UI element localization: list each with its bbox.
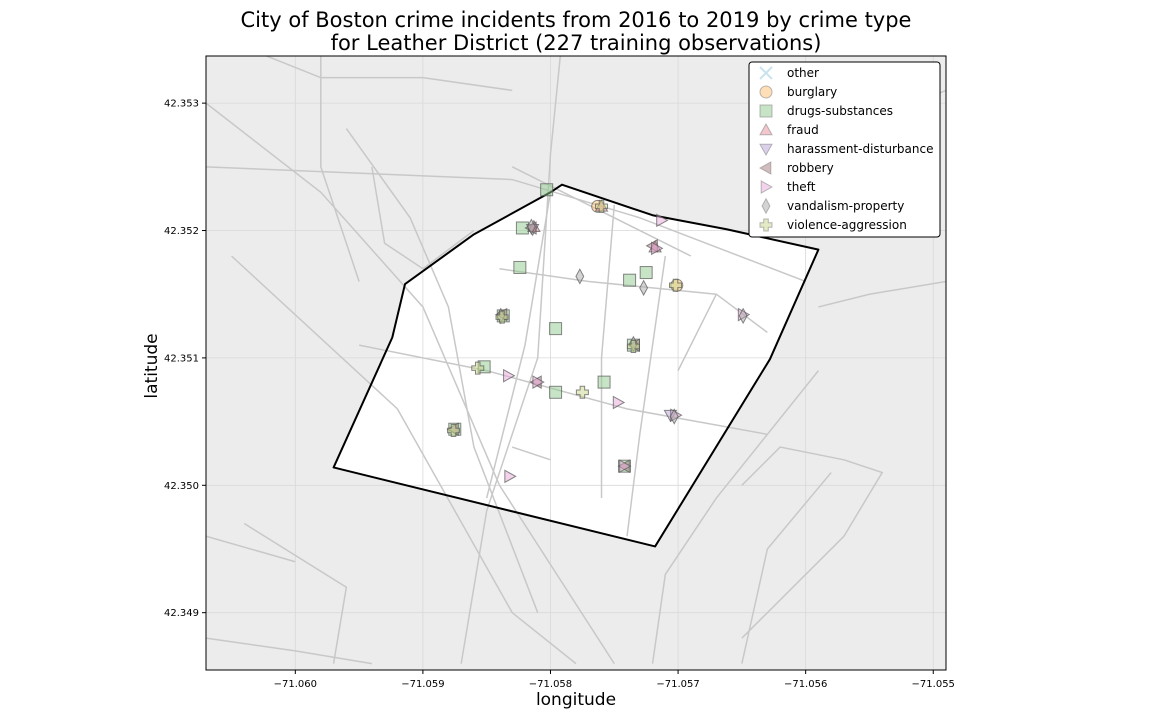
district-fill: [333, 184, 819, 547]
street-line: [206, 535, 296, 563]
y-tick-label: 42.353: [164, 99, 199, 110]
vandalism-property-point: [669, 408, 679, 425]
drugs-substances-point: [513, 260, 527, 274]
street-line: [600, 204, 616, 499]
violence-aggression-point: [626, 339, 640, 353]
legend-label: robbery: [787, 161, 834, 175]
chart-title-line1: City of Boston crime incidents from 2016…: [241, 8, 912, 32]
theft-point: [619, 459, 632, 474]
street-line: [626, 255, 667, 537]
street-line: [651, 370, 819, 664]
violence-aggression-point: [471, 361, 485, 375]
street-line: [818, 280, 946, 308]
drugs-substances-point: [549, 385, 563, 399]
legend-marker-vandalism-property: [761, 197, 771, 215]
theft-point: [656, 213, 669, 228]
series-violence-aggression: [447, 199, 683, 438]
legend: other burglary drugs-substances fraud harass…: [748, 61, 941, 238]
y-axis-label: latitude: [142, 333, 162, 398]
legend-marker-drugs-substances: [759, 104, 773, 118]
legend-marker-harassment-disturbance: [759, 143, 773, 157]
legend-label: fraud: [787, 123, 819, 137]
vandalism-property-point: [738, 307, 748, 325]
district-boundary: [332, 183, 820, 548]
street-line: [320, 56, 360, 282]
legend-marker: [759, 143, 773, 157]
legend-marker-robbery: [758, 161, 772, 175]
drugs-substances-point: [623, 273, 637, 287]
street-line: [371, 166, 475, 270]
y-tick-label: 42.349: [164, 608, 199, 619]
legend-label: drugs-substances: [787, 104, 893, 118]
legend-marker: [758, 161, 772, 175]
legend-marker-violence-aggression: [759, 218, 773, 232]
legend-marker-burglary: [759, 85, 773, 99]
drugs-substances-point: [549, 322, 563, 336]
violence-aggression-point: [447, 424, 461, 438]
legend-label: theft: [787, 180, 816, 194]
theft-point: [612, 395, 626, 410]
x-tick-label: −71.058: [529, 679, 572, 690]
legend-marker-fraud: [759, 122, 773, 136]
street-line: [243, 522, 348, 664]
theft-point: [532, 375, 545, 389]
street-line: [206, 637, 372, 665]
legend-label: violence-aggression: [787, 218, 907, 232]
x-tick-label: −71.060: [274, 679, 317, 690]
legend-marker: [759, 66, 773, 80]
legend-marker: [759, 122, 773, 136]
legend-marker-theft: [760, 180, 774, 194]
legend-box: [748, 61, 941, 238]
y-tick-label: 42.350: [164, 481, 199, 492]
violence-aggression-point: [669, 278, 683, 292]
drugs-substances-point: [540, 183, 554, 197]
drugs-substances-point: [639, 266, 653, 280]
theft-point: [504, 469, 517, 484]
street-line: [345, 128, 539, 613]
violence-aggression-point: [575, 385, 589, 399]
legend-marker: [761, 197, 771, 215]
plot-frame: [205, 55, 947, 671]
street-line: [741, 472, 832, 664]
theft-point: [651, 241, 664, 256]
legend-marker: [759, 104, 773, 118]
legend-marker-other: [759, 66, 773, 80]
x-tick-label: −71.059: [401, 679, 444, 690]
vandalism-property-point: [575, 268, 585, 285]
chart-title-line2: for Leather District (227 training obser…: [331, 31, 822, 55]
legend-marker: [759, 218, 773, 232]
grid: [206, 56, 946, 670]
theft-point: [503, 368, 516, 383]
legend-label: other: [787, 66, 819, 80]
legend-label: vandalism-property: [787, 199, 904, 213]
y-tick-label: 42.352: [164, 226, 199, 237]
drugs-substances-point: [597, 375, 611, 389]
violence-aggression-point: [495, 310, 509, 324]
legend-marker: [759, 85, 773, 99]
street-line: [206, 102, 615, 665]
street-line: [485, 192, 552, 499]
y-tick-label: 42.351: [164, 353, 199, 364]
street-line: [677, 293, 718, 371]
x-tick-label: −71.055: [912, 679, 955, 690]
street-line: [264, 56, 513, 92]
violence-aggression-point: [595, 199, 609, 213]
vandalism-property-point: [526, 218, 536, 235]
street-line: [460, 56, 562, 664]
x-axis-label: longitude: [536, 690, 616, 710]
street-line: [231, 255, 577, 665]
street-line: [511, 446, 551, 461]
legend-label: harassment-disturbance: [787, 142, 933, 156]
street-line: [511, 166, 692, 257]
x-tick-label: −71.056: [784, 679, 827, 690]
legend-label: burglary: [787, 85, 837, 99]
legend-marker: [760, 180, 774, 194]
vandalism-property-point: [639, 279, 649, 297]
x-tick-label: −71.057: [656, 679, 699, 690]
street-line: [741, 446, 884, 639]
